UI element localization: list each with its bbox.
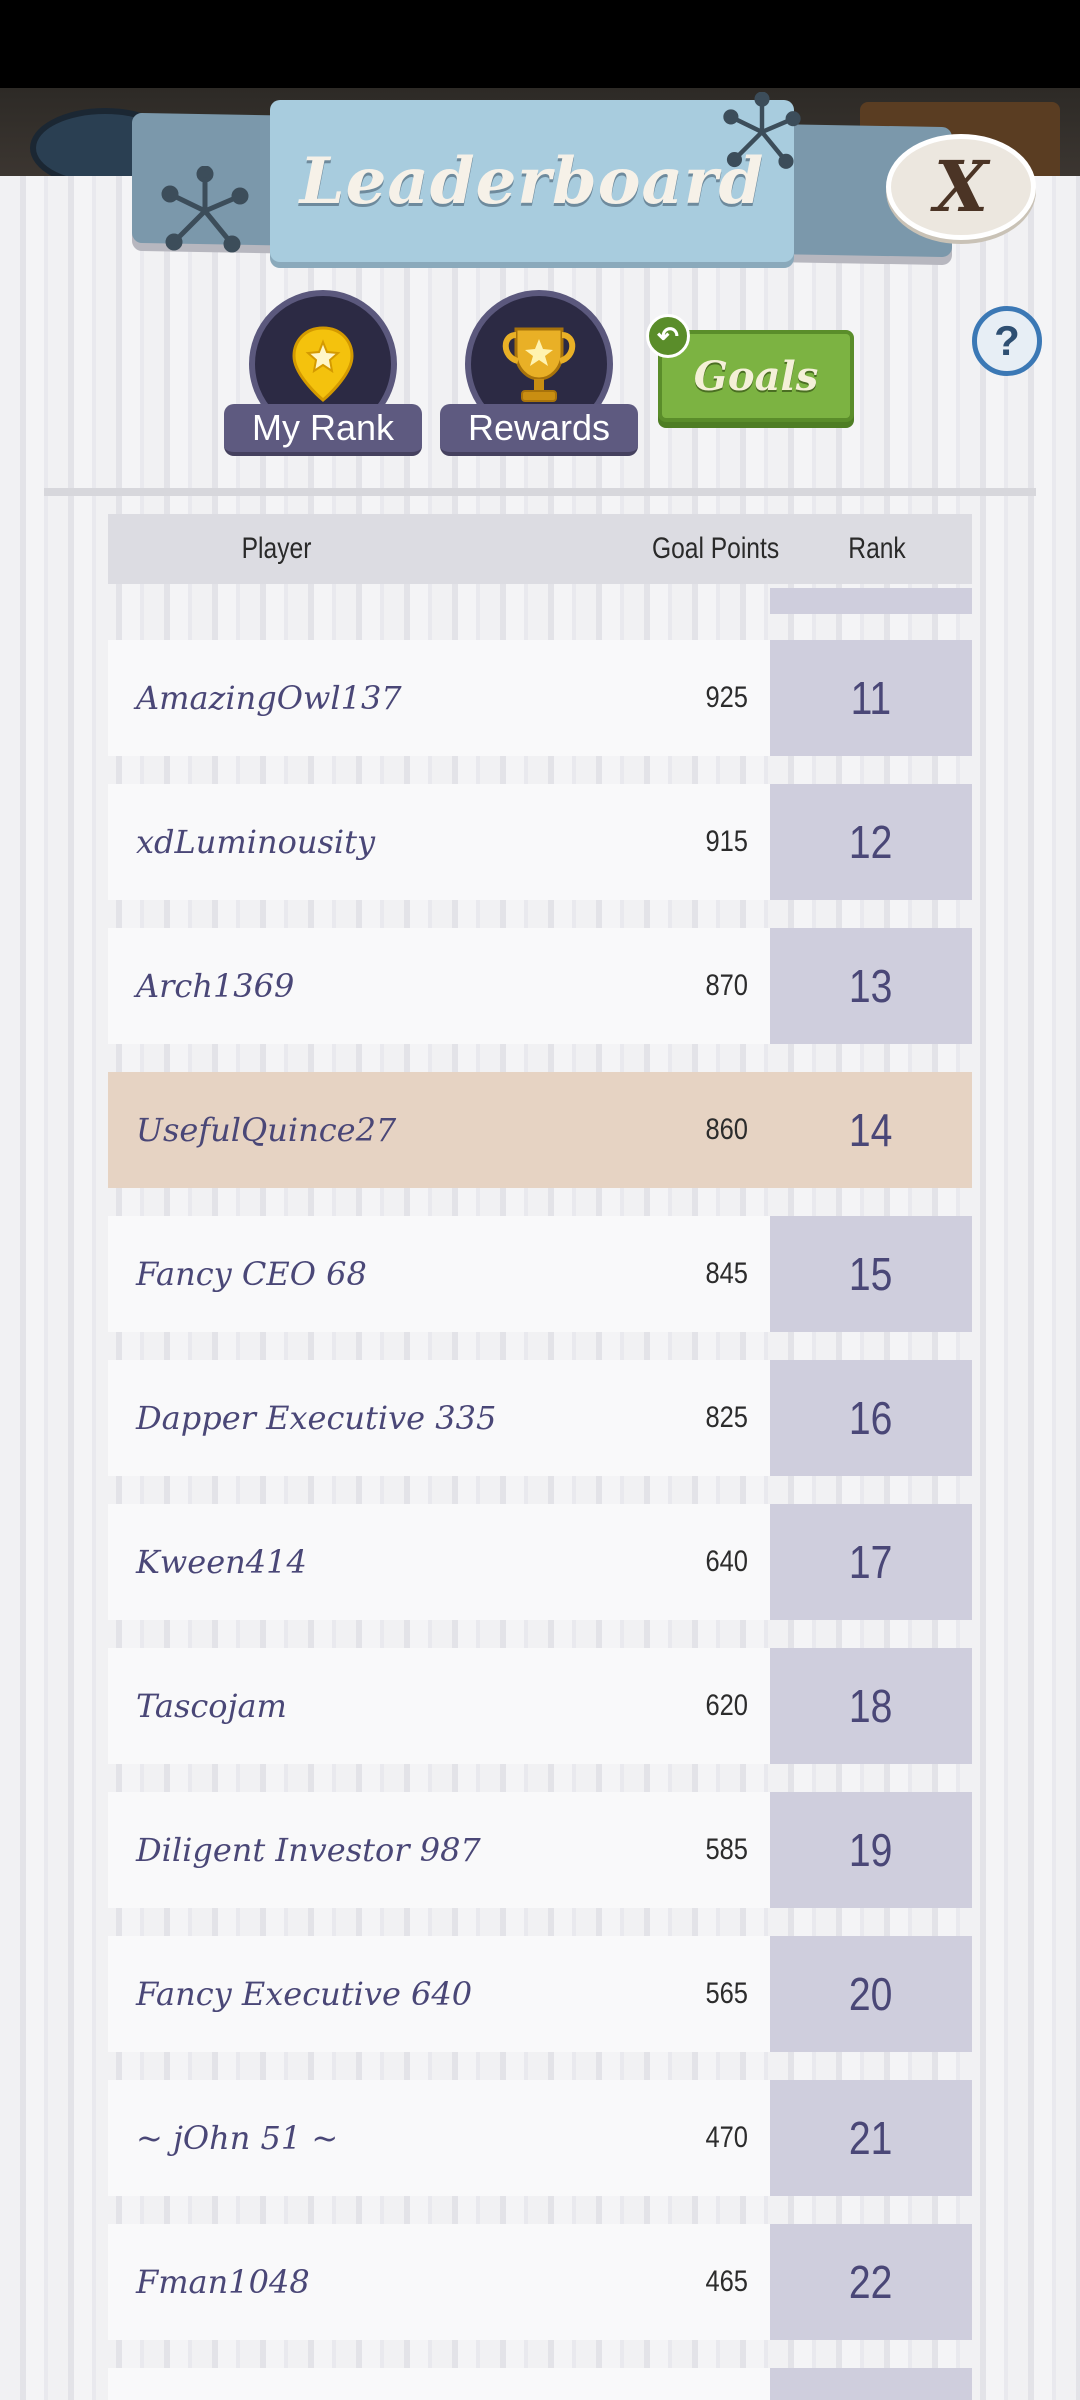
- goal-points-value: 915: [705, 825, 748, 858]
- rewards-label: Rewards: [440, 404, 638, 456]
- rewards-button[interactable]: Rewards: [440, 290, 638, 456]
- rank-strip: [770, 588, 972, 614]
- table-row-partial[interactable]: [108, 2368, 972, 2400]
- sparkle-icon: [161, 166, 249, 253]
- table-row[interactable]: Fancy CEO 68 845 15: [108, 1216, 972, 1332]
- player-name: Kween414: [136, 1543, 307, 1581]
- table-row[interactable]: Dapper Executive 335 825 16: [108, 1360, 972, 1476]
- table-row[interactable]: ~ jOhn 51 ~ 470 21: [108, 2080, 972, 2196]
- rank-value: 17: [849, 1536, 893, 1588]
- rank-cell: 14: [770, 1072, 972, 1188]
- rank-value: 12: [849, 816, 893, 868]
- trophy-icon: [502, 327, 576, 402]
- goal-points-value: 565: [705, 1977, 748, 2010]
- player-name: UsefulQuince27: [136, 1111, 397, 1149]
- goal-points-value: 640: [705, 1545, 748, 1578]
- player-name: xdLuminousity: [136, 823, 376, 861]
- page-title: Leaderboard: [299, 143, 765, 219]
- status-bar: [0, 0, 1080, 88]
- rank-value: 13: [849, 960, 893, 1012]
- player-name: Arch1369: [136, 967, 295, 1005]
- my-rank-button[interactable]: My Rank: [224, 290, 422, 456]
- rank-cell: 21: [770, 2080, 972, 2196]
- rank-value: 14: [849, 1104, 893, 1156]
- table-row[interactable]: xdLuminousity 915 12: [108, 784, 972, 900]
- goals-button[interactable]: Goals: [658, 330, 854, 422]
- player-name: ~ jOhn 51 ~: [136, 2119, 339, 2157]
- question-icon: ?: [994, 317, 1020, 364]
- table-row[interactable]: Kween414 640 17: [108, 1504, 972, 1620]
- rank-cell: 17: [770, 1504, 972, 1620]
- rank-cell: 18: [770, 1648, 972, 1764]
- map-pin-star-icon: [292, 326, 354, 402]
- close-button[interactable]: X: [886, 134, 1036, 240]
- rank-value: 21: [849, 2112, 893, 2164]
- sparkle-icon: [723, 92, 801, 169]
- table-row[interactable]: Fancy Executive 640 565 20: [108, 1936, 972, 2052]
- goals-label: Goals: [693, 352, 819, 400]
- rank-cell: 22: [770, 2224, 972, 2340]
- player-name: Fancy Executive 640: [136, 1975, 473, 2013]
- rank-value: 11: [850, 672, 892, 724]
- rank-value: 18: [849, 1680, 893, 1732]
- goal-points-value: 585: [705, 1833, 748, 1866]
- player-name: Fman1048: [136, 2263, 310, 2301]
- table-row[interactable]: Tascojam 620 18: [108, 1648, 972, 1764]
- player-name: Dapper Executive 335: [136, 1399, 497, 1437]
- close-icon: X: [933, 145, 989, 228]
- goal-points-value: 470: [705, 2121, 748, 2154]
- rank-cell: [770, 2368, 972, 2400]
- table-row[interactable]: Diligent Investor 987 585 19: [108, 1792, 972, 1908]
- column-header-rank: Rank: [848, 532, 906, 565]
- column-header-goal-points: Goal Points: [651, 532, 780, 565]
- goal-points-value: 465: [705, 2265, 748, 2298]
- player-name: AmazingOwl137: [136, 679, 402, 717]
- rank-value: 20: [849, 1968, 893, 2020]
- rank-cell: 20: [770, 1936, 972, 2052]
- title-ribbon: Leaderboard: [270, 100, 794, 262]
- table-header: Player Goal Points Rank: [108, 514, 972, 584]
- rank-cell: 13: [770, 928, 972, 1044]
- player-name: Tascojam: [136, 1687, 287, 1725]
- rank-value: 19: [849, 1824, 893, 1876]
- goal-points-value: 860: [705, 1113, 748, 1146]
- goal-points-value: 620: [705, 1689, 748, 1722]
- goal-points-value: 925: [705, 681, 748, 714]
- rank-cell: 16: [770, 1360, 972, 1476]
- my-rank-label: My Rank: [224, 404, 422, 456]
- rank-cell: 11: [770, 640, 972, 756]
- rank-value: 16: [849, 1392, 893, 1444]
- table-row[interactable]: Arch1369 870 13: [108, 928, 972, 1044]
- table-row[interactable]: AmazingOwl137 925 11: [108, 640, 972, 756]
- rank-value: 22: [849, 2256, 893, 2308]
- divider: [44, 488, 1036, 496]
- rank-cell: 15: [770, 1216, 972, 1332]
- rank-cell: 12: [770, 784, 972, 900]
- table-row-current-user[interactable]: UsefulQuince27 860 14: [108, 1072, 972, 1188]
- help-button[interactable]: ?: [972, 306, 1042, 376]
- rank-cell: 19: [770, 1792, 972, 1908]
- goal-points-value: 870: [705, 969, 748, 1002]
- goal-points-value: 845: [705, 1257, 748, 1290]
- back-arrow-icon: ↶: [646, 314, 690, 358]
- column-header-player: Player: [241, 532, 312, 565]
- player-name: Diligent Investor 987: [136, 1831, 481, 1869]
- table-row[interactable]: Fman1048 465 22: [108, 2224, 972, 2340]
- player-name: Fancy CEO 68: [136, 1255, 367, 1293]
- goal-points-value: 825: [705, 1401, 748, 1434]
- leaderboard-list[interactable]: AmazingOwl137 925 11 xdLuminousity 915 12 Arch…: [108, 588, 972, 2400]
- rank-value: 15: [849, 1248, 893, 1300]
